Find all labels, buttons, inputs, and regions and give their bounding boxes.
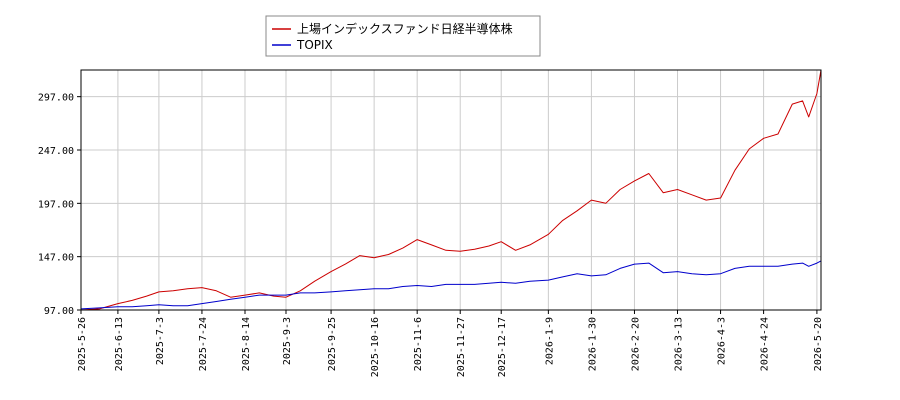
x-tick-label: 2026-3-13 (674, 317, 685, 371)
x-tick-label: 2025-7-24 (198, 317, 209, 371)
series-line-nikkei-semiconductor (80, 69, 822, 311)
legend-label-topix: TOPIX (296, 38, 333, 52)
x-tick-label: 2025-12-17 (497, 317, 508, 377)
y-tick-label: 97.00 (44, 306, 74, 317)
x-tick-label: 2025-11-27 (456, 317, 467, 377)
plot-frame (80, 69, 822, 311)
x-tick-label: 2025-5-26 (77, 317, 88, 371)
y-tick-label: 297.00 (38, 93, 74, 104)
x-tick-label: 2025-10-16 (370, 317, 381, 377)
y-tick-label: 197.00 (38, 199, 74, 210)
x-tick-label: 2025-11-6 (413, 317, 424, 371)
x-tick-label: 2026-1-9 (544, 317, 555, 365)
x-axis-ticks: 2025-5-26 2025-6-13 2025-7-3 2025-7-24 2025-… (77, 310, 824, 377)
legend-box (265, 15, 541, 57)
x-tick-label: 2026-1-30 (587, 317, 598, 371)
x-tick-label: 2025-9-25 (327, 317, 338, 371)
legend: 上場インデックスファンド日経半導体株 TOPIX (265, 15, 541, 57)
x-tick-label: 2025-8-14 (241, 317, 252, 371)
x-tick-label: 2025-6-13 (114, 317, 125, 371)
series-lines (80, 69, 822, 311)
x-tick-label: 2025-9-3 (282, 317, 293, 365)
y-tick-label: 247.00 (38, 146, 74, 157)
x-tick-label: 2026-4-24 (760, 317, 771, 371)
y-tick-label: 147.00 (38, 253, 74, 264)
x-tick-label: 2026-5-20 (813, 317, 824, 371)
y-axis-ticks: 97.00 147.00 197.00 247.00 297.00 (38, 93, 81, 317)
x-tick-label: 2025-7-3 (155, 317, 166, 365)
series-line-topix (80, 260, 822, 310)
grid (80, 70, 821, 311)
legend-label-nikkei-semiconductor: 上場インデックスファンド日経半導体株 (297, 21, 513, 36)
x-tick-label: 2026-4-3 (717, 317, 728, 365)
x-tick-label: 2026-2-20 (630, 317, 641, 371)
